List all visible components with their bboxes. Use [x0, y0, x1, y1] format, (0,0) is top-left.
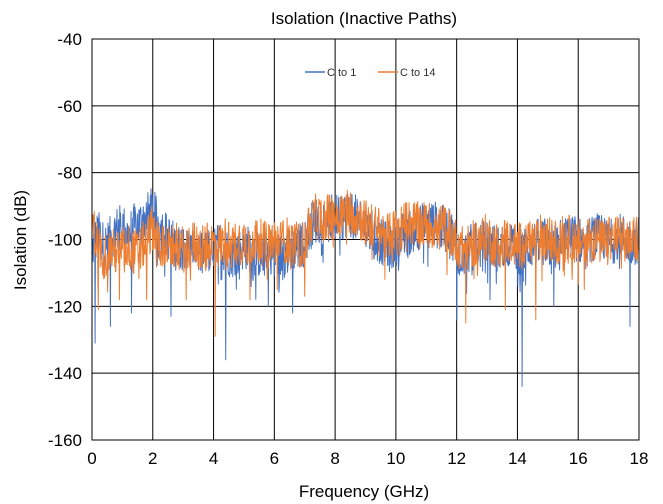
- x-tick-label: 0: [87, 449, 96, 468]
- y-tick-label: -40: [57, 30, 82, 49]
- x-tick-label: 14: [508, 449, 527, 468]
- x-tick-label: 18: [630, 449, 649, 468]
- series-line-2: [91, 189, 640, 337]
- y-tick-label: -60: [57, 97, 82, 116]
- x-tick-label: 6: [270, 449, 279, 468]
- series-group: [91, 188, 640, 387]
- plot-frame: [91, 38, 640, 441]
- y-tick-label: -120: [48, 297, 82, 316]
- x-tick-label: 8: [330, 449, 339, 468]
- x-tick-label: 16: [569, 449, 588, 468]
- x-tick-label: 10: [386, 449, 405, 468]
- x-axis-label: Frequency (GHz): [299, 482, 429, 501]
- legend: C to 1 C to 14: [305, 67, 435, 79]
- y-tick-label: -100: [48, 231, 82, 250]
- chart-title: Isolation (Inactive Paths): [271, 9, 457, 28]
- x-tick-label: 4: [209, 449, 218, 468]
- y-tick-label: -140: [48, 364, 82, 383]
- y-tick-label: -160: [48, 431, 82, 450]
- x-tick-label: 2: [148, 449, 157, 468]
- y-tick-label: -80: [57, 164, 82, 183]
- x-tick-label: 12: [447, 449, 466, 468]
- y-tick-labels: -40 -60 -80 -100 -120 -140 -160: [48, 30, 82, 450]
- x-tick-labels: 0 2 4 6 8 10 12 14 16 18: [87, 449, 648, 468]
- y-axis-label: Isolation (dB): [11, 190, 30, 290]
- legend-label-2: C to 14: [400, 67, 435, 79]
- legend-label-1: C to 1: [327, 67, 356, 79]
